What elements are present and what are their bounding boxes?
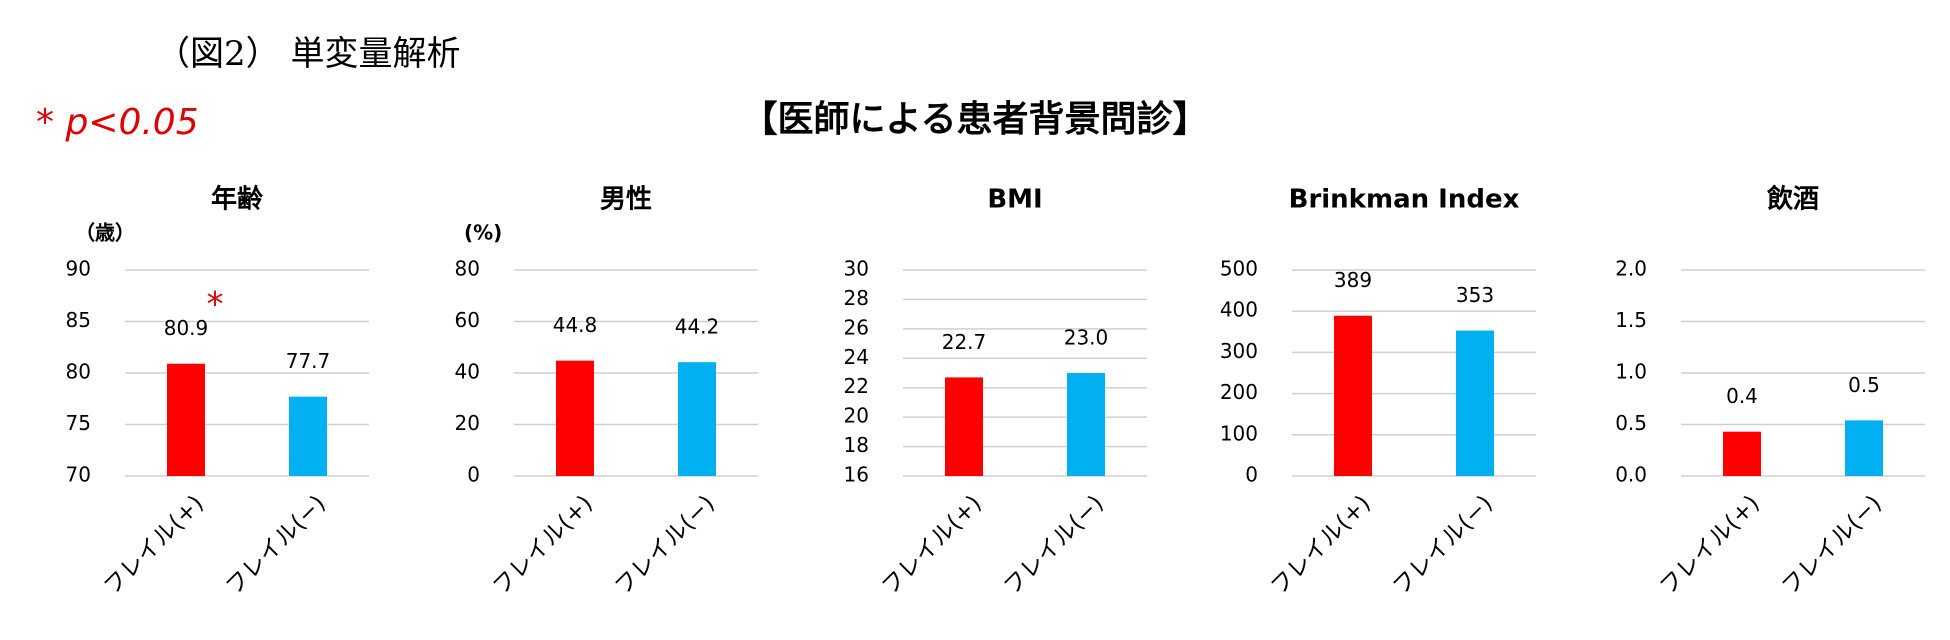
figure-label: （図2） 単変量解析: [156, 34, 460, 74]
x-tick-label: フレイル(−): [1777, 490, 1887, 600]
bar: [289, 396, 327, 476]
y-tick-label: 200: [1220, 380, 1258, 404]
value-label: 389: [1334, 268, 1372, 292]
value-label: 77.7: [286, 349, 331, 373]
significance-note: * p<0.05: [36, 102, 199, 143]
bar: [1456, 330, 1494, 476]
value-label: 22.7: [942, 330, 987, 354]
chart-title: 男性: [600, 185, 652, 215]
value-label: 353: [1456, 283, 1494, 307]
value-label: 23.0: [1064, 326, 1109, 350]
y-tick-label: 40: [455, 360, 480, 384]
y-tick-label: 0.5: [1615, 411, 1647, 435]
y-tick-label: 1.5: [1615, 308, 1647, 332]
value-label: 0.5: [1848, 373, 1880, 397]
chart-title: Brinkman Index: [1289, 185, 1520, 215]
y-tick-label: 500: [1220, 257, 1258, 281]
y-tick-label: 100: [1220, 421, 1258, 445]
y-tick-label: 75: [66, 411, 91, 435]
y-tick-label: 300: [1220, 339, 1258, 363]
main-title: 【医師による患者背景問診】: [742, 99, 1209, 140]
y-tick-label: 16: [844, 463, 869, 487]
x-tick-label: フレイル(−): [610, 490, 720, 600]
x-tick-label: フレイル(−): [221, 490, 331, 600]
y-tick-label: 85: [66, 308, 91, 332]
bar: [556, 360, 594, 476]
chart-title: 年齢: [211, 184, 264, 215]
x-tick-label: フレイル(+): [488, 490, 598, 600]
x-tick-label: フレイル(−): [1388, 490, 1498, 600]
value-label: 0.4: [1726, 384, 1758, 408]
value-label: 80.9: [164, 316, 209, 340]
value-label: 44.2: [675, 315, 720, 339]
y-tick-label: 2.0: [1615, 257, 1647, 281]
y-tick-label: 28: [844, 286, 869, 310]
y-tick-label: 20: [844, 404, 869, 428]
y-tick-label: 80: [66, 360, 91, 384]
y-tick-label: 0.0: [1615, 463, 1647, 487]
y-tick-label: 0: [467, 463, 480, 487]
y-tick-label: 400: [1220, 298, 1258, 322]
bar: [1845, 420, 1883, 476]
x-tick-label: フレイル(+): [1655, 490, 1765, 600]
y-tick-label: 18: [844, 433, 869, 457]
value-label: 44.8: [553, 313, 598, 337]
unit-label: (%): [464, 221, 502, 245]
bar: [1067, 373, 1105, 476]
y-tick-label: 30: [844, 257, 869, 281]
bar: [1334, 315, 1372, 476]
y-tick-label: 90: [66, 257, 91, 281]
y-tick-label: 60: [455, 308, 480, 332]
chart-title: BMI: [987, 185, 1042, 215]
bar: [167, 363, 205, 476]
significance-mark: *: [207, 285, 224, 325]
y-tick-label: 80: [455, 257, 480, 281]
y-tick-label: 0: [1245, 463, 1258, 487]
y-tick-label: 24: [844, 345, 869, 369]
bar: [945, 377, 983, 476]
chart-title: 飲酒: [1766, 184, 1819, 215]
y-tick-label: 22: [844, 374, 869, 398]
y-tick-label: 26: [844, 315, 869, 339]
bar: [678, 362, 716, 476]
x-tick-label: フレイル(+): [99, 490, 209, 600]
y-tick-label: 70: [66, 463, 91, 487]
y-tick-label: 1.0: [1615, 360, 1647, 384]
x-tick-label: フレイル(−): [999, 490, 1109, 600]
bar: [1723, 431, 1761, 476]
x-tick-label: フレイル(+): [877, 490, 987, 600]
y-tick-label: 20: [455, 411, 480, 435]
x-tick-label: フレイル(+): [1266, 490, 1376, 600]
unit-label: （歳）: [75, 221, 135, 245]
